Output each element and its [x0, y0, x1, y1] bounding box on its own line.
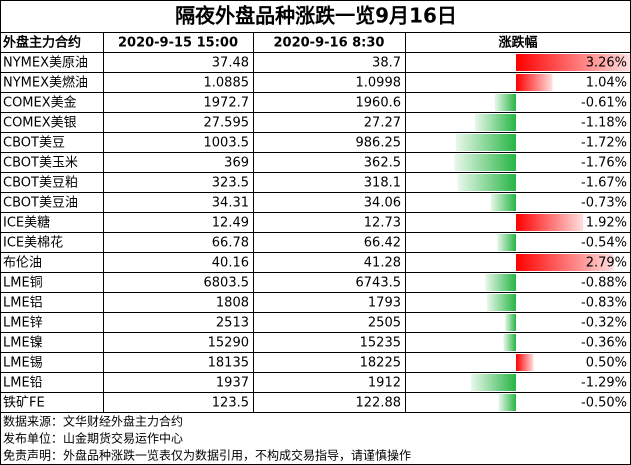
- name-cell: ICE美棉花: [3, 235, 63, 251]
- curr-cell: 362.5: [364, 156, 401, 171]
- header-cell: 外盘主力合约: [2, 35, 81, 51]
- curr-cell: 27.27: [364, 116, 401, 131]
- curr-cell: 12.73: [364, 216, 401, 231]
- footer-line: 发布单位：山金期货交易运作中心: [3, 431, 183, 446]
- prev-cell: 6803.5: [204, 276, 250, 291]
- change-cell: -0.61%: [581, 96, 627, 111]
- change-cell: -0.83%: [581, 296, 627, 311]
- change-cell: 2.79%: [586, 256, 627, 271]
- footer-line: 数据来源：文华财经外盘主力合约: [3, 414, 183, 429]
- prev-cell: 1937: [216, 376, 249, 391]
- prev-cell: 1808: [216, 296, 249, 311]
- change-cell: -1.29%: [581, 376, 627, 391]
- change-bar: [455, 134, 516, 151]
- change-bar: [498, 394, 516, 411]
- curr-cell: 1912: [368, 376, 401, 391]
- curr-cell: 18225: [360, 356, 401, 371]
- change-cell: -0.50%: [581, 396, 627, 411]
- change-cell: -0.32%: [581, 316, 627, 331]
- change-cell: -0.36%: [581, 336, 627, 351]
- name-cell: CBOT美玉米: [3, 156, 78, 171]
- name-cell: 布伦油: [3, 256, 42, 271]
- name-cell: NYMEX美燃油: [3, 75, 88, 91]
- curr-cell: 2505: [368, 316, 401, 331]
- name-cell: LME铅: [3, 376, 43, 391]
- name-cell: ICE美糖: [3, 215, 50, 231]
- name-cell: NYMEX美原油: [3, 56, 88, 71]
- change-cell: -1.18%: [581, 116, 627, 131]
- prev-cell: 12.49: [212, 216, 249, 231]
- curr-cell: 34.06: [364, 196, 401, 211]
- prev-cell: 18135: [208, 356, 249, 371]
- prev-cell: 1972.7: [204, 96, 250, 111]
- change-cell: 3.26%: [586, 56, 627, 71]
- header-cell: 涨跌幅: [497, 35, 537, 51]
- prev-cell: 369: [224, 156, 249, 171]
- change-bar: [516, 74, 553, 91]
- change-cell: 1.92%: [586, 216, 627, 231]
- header-cell: 2020-9-15 15:00: [118, 36, 238, 51]
- change-bar: [494, 94, 516, 111]
- curr-cell: 15235: [360, 336, 401, 351]
- change-cell: -0.54%: [581, 236, 627, 251]
- name-cell: COMEX美金: [3, 95, 77, 111]
- change-cell: 1.04%: [586, 76, 627, 91]
- change-bar: [516, 54, 631, 71]
- curr-cell: 318.1: [364, 176, 401, 191]
- change-bar: [474, 114, 516, 131]
- change-bar: [486, 294, 516, 311]
- curr-cell: 1793: [368, 296, 401, 311]
- name-cell: CBOT美豆油: [3, 196, 78, 211]
- prev-cell: 123.5: [212, 396, 249, 411]
- prev-cell: 323.5: [212, 176, 249, 191]
- name-cell: LME镍: [3, 336, 43, 351]
- name-cell: LME锌: [3, 316, 43, 331]
- name-cell: LME铜: [3, 276, 43, 291]
- change-cell: -1.76%: [581, 156, 627, 171]
- change-bar: [490, 194, 516, 211]
- curr-cell: 1.0998: [356, 76, 402, 91]
- name-cell: LME锡: [3, 356, 43, 371]
- change-bar: [457, 174, 516, 191]
- change-bar: [516, 214, 584, 231]
- change-bar: [497, 234, 516, 251]
- curr-cell: 122.88: [356, 396, 402, 411]
- prev-cell: 66.78: [212, 236, 249, 251]
- name-cell: COMEX美银: [3, 116, 77, 131]
- curr-cell: 66.42: [364, 236, 401, 251]
- name-cell: CBOT美豆: [3, 136, 65, 151]
- curr-cell: 41.28: [364, 256, 401, 271]
- prev-cell: 40.16: [212, 256, 249, 271]
- prev-cell: 34.31: [212, 196, 249, 211]
- change-bar: [454, 154, 516, 171]
- prev-cell: 27.595: [204, 116, 250, 131]
- prev-cell: 15290: [208, 336, 249, 351]
- footer-line: 免责声明：外盘品种涨跌一览表仅为数据引用，不构成交易指导，请谨慎操作: [3, 448, 411, 463]
- change-cell: -1.72%: [581, 136, 627, 151]
- change-bar: [470, 374, 516, 391]
- prev-cell: 1003.5: [204, 136, 250, 151]
- prev-cell: 37.48: [212, 56, 249, 71]
- change-bar: [504, 314, 516, 331]
- change-bar: [516, 254, 614, 271]
- curr-cell: 1960.6: [356, 96, 402, 111]
- title: 隔夜外盘品种涨跌一览9月16日: [175, 4, 457, 28]
- change-cell: -0.73%: [581, 196, 627, 211]
- name-cell: CBOT美豆粕: [3, 176, 78, 191]
- curr-cell: 986.25: [356, 136, 402, 151]
- change-cell: 0.50%: [586, 356, 627, 371]
- change-cell: -0.88%: [581, 276, 627, 291]
- change-cell: -1.67%: [581, 176, 627, 191]
- prev-cell: 2513: [216, 316, 249, 331]
- change-bar: [485, 274, 516, 291]
- prev-cell: 1.0885: [204, 76, 250, 91]
- change-bar: [516, 354, 534, 371]
- change-bar: [503, 334, 516, 351]
- curr-cell: 38.7: [372, 56, 401, 71]
- name-cell: LME铝: [3, 296, 43, 311]
- curr-cell: 6743.5: [356, 276, 402, 291]
- name-cell: 铁矿FE: [3, 396, 45, 411]
- header-cell: 2020-9-16 8:30: [274, 36, 385, 51]
